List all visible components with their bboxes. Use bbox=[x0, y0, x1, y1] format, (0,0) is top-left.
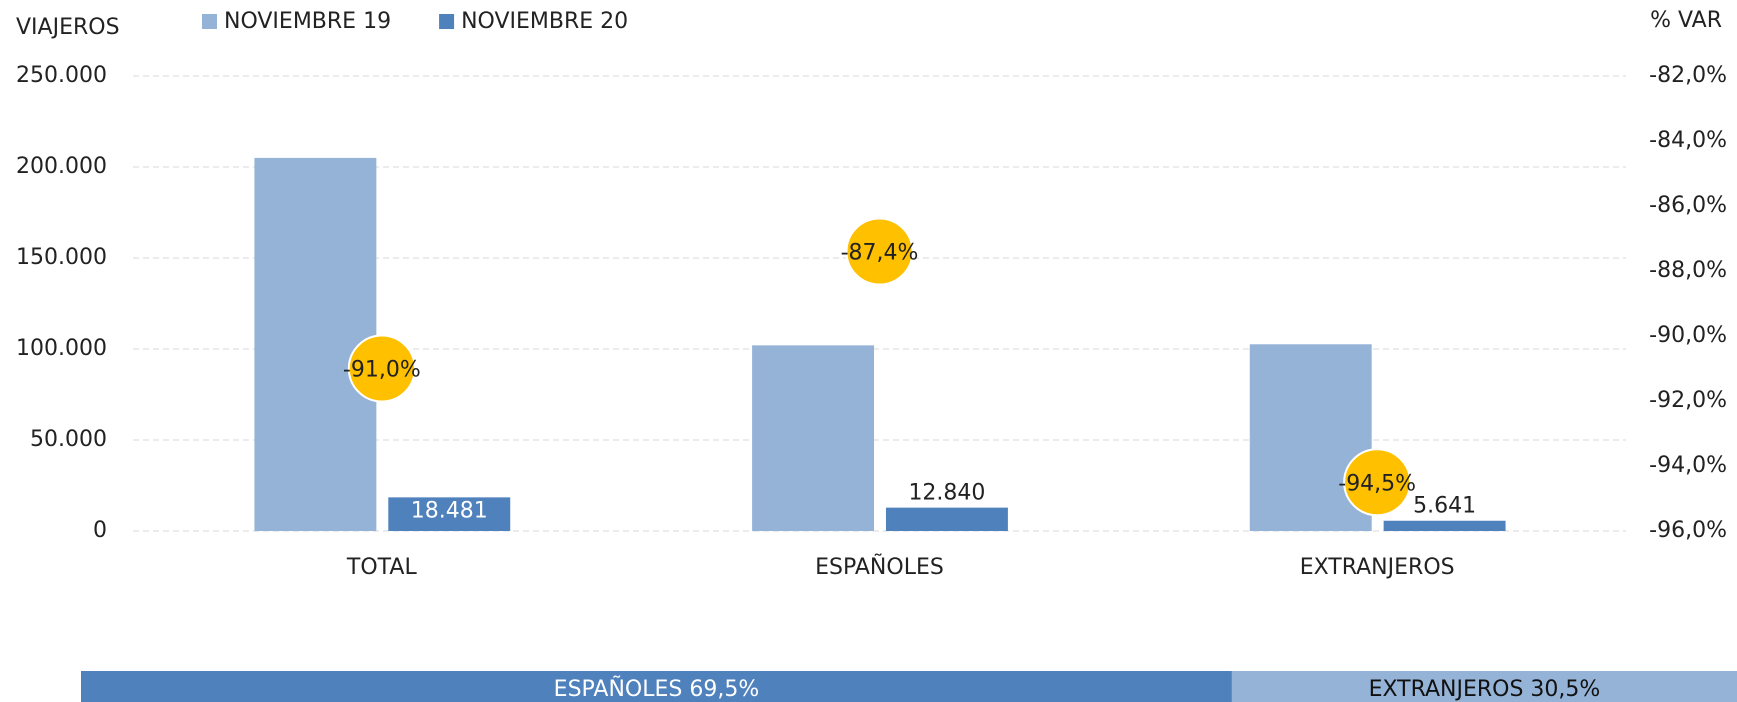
var-marker bbox=[347, 334, 416, 403]
bar bbox=[388, 497, 511, 531]
y-tick-label: 250.000 bbox=[16, 63, 107, 88]
legend-label: NOVIEMBRE 20 bbox=[461, 9, 628, 34]
y-tick-label: 150.000 bbox=[16, 245, 107, 270]
y2-tick-label: -88,0% bbox=[1649, 258, 1727, 283]
share-segment bbox=[1231, 671, 1737, 702]
y-tick-label: 0 bbox=[93, 518, 107, 543]
var-marker bbox=[1343, 448, 1412, 517]
y-tick-label: 50.000 bbox=[30, 427, 107, 452]
y2-tick-label: -96,0% bbox=[1649, 518, 1727, 543]
y2-tick-label: -92,0% bbox=[1649, 388, 1727, 413]
x-tick-label: ESPAÑOLES bbox=[815, 553, 944, 580]
legend-swatch bbox=[202, 14, 217, 29]
y-tick-label: 100.000 bbox=[16, 336, 107, 361]
y-tick-label: 200.000 bbox=[16, 154, 107, 179]
y2-tick-label: -90,0% bbox=[1649, 323, 1727, 348]
bar bbox=[752, 345, 875, 531]
bar bbox=[885, 507, 1008, 531]
var-label: -87,4% bbox=[841, 241, 919, 266]
legend-label: NOVIEMBRE 19 bbox=[224, 9, 391, 34]
y-axis-label: VIAJEROS bbox=[16, 15, 120, 40]
bar bbox=[1383, 520, 1506, 531]
y2-tick-label: -82,0% bbox=[1649, 63, 1727, 88]
var-marker bbox=[845, 217, 914, 286]
y2-tick-label: -94,0% bbox=[1649, 453, 1727, 478]
data-label: 12.840 bbox=[908, 481, 985, 506]
var-label: -94,5% bbox=[1338, 471, 1416, 496]
data-label: 5.641 bbox=[1413, 494, 1476, 519]
var-label: -91,0% bbox=[343, 358, 421, 383]
data-label: 18.481 bbox=[411, 498, 488, 523]
y2-tick-label: -84,0% bbox=[1649, 128, 1727, 153]
share-label: EXTRANJEROS 30,5% bbox=[1369, 677, 1601, 702]
x-tick-label: EXTRANJEROS bbox=[1300, 555, 1455, 580]
y2-tick-label: -86,0% bbox=[1649, 193, 1727, 218]
bar bbox=[254, 157, 377, 531]
share-label: ESPAÑOLES 69,5% bbox=[554, 675, 760, 702]
y2-axis-label: % VAR bbox=[1650, 8, 1722, 33]
legend-swatch bbox=[439, 14, 455, 29]
share-segment bbox=[81, 671, 1232, 702]
x-tick-label: TOTAL bbox=[346, 555, 418, 580]
